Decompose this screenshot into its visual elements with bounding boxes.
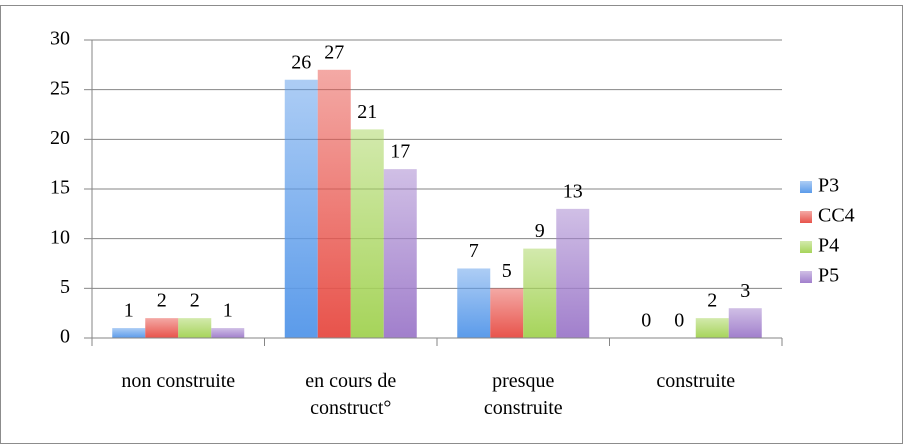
legend-label: P4 xyxy=(818,235,839,257)
bar xyxy=(350,129,384,338)
y-tick-label: 5 xyxy=(60,276,70,298)
data-label: 3 xyxy=(740,280,750,302)
y-tick-label: 10 xyxy=(50,226,70,248)
chart-frame xyxy=(0,5,903,444)
data-label: 5 xyxy=(502,260,512,282)
data-label: 21 xyxy=(357,101,377,123)
data-label: 2 xyxy=(157,290,167,312)
y-tick-label: 25 xyxy=(50,77,70,99)
bar xyxy=(728,308,762,338)
legend-label: CC4 xyxy=(818,205,855,227)
data-label: 27 xyxy=(324,41,344,63)
bar xyxy=(490,288,524,338)
bar xyxy=(112,328,146,338)
bar xyxy=(211,328,245,338)
bar xyxy=(523,248,557,338)
x-tick-label: presque construite xyxy=(483,370,563,419)
x-tick-label: en cours de construct° xyxy=(305,370,397,419)
y-tick-label: 30 xyxy=(50,28,70,50)
data-label: 9 xyxy=(535,220,545,242)
bar xyxy=(145,318,179,338)
data-label: 7 xyxy=(469,240,479,262)
legend-label: P3 xyxy=(818,175,839,197)
x-tick-label: construite xyxy=(656,370,736,392)
data-label: 2 xyxy=(707,290,717,312)
data-label: 13 xyxy=(563,180,583,202)
data-label: 0 xyxy=(674,310,684,332)
bar xyxy=(317,69,351,339)
bar xyxy=(284,79,318,338)
y-tick-label: 0 xyxy=(60,326,70,348)
y-tick-label: 20 xyxy=(50,127,70,149)
data-label: 26 xyxy=(291,51,311,73)
data-label: 1 xyxy=(124,300,134,322)
data-label: 2 xyxy=(190,290,200,312)
legend-swatch xyxy=(800,271,812,283)
x-tick-label: non construite xyxy=(121,370,236,392)
bar xyxy=(178,318,212,338)
bar xyxy=(556,208,590,338)
data-label: 0 xyxy=(641,310,651,332)
legend-swatch xyxy=(800,241,812,253)
bar xyxy=(383,169,417,338)
bar xyxy=(695,318,729,338)
data-label: 17 xyxy=(390,141,410,163)
legend-swatch xyxy=(800,181,812,193)
data-label: 1 xyxy=(223,300,233,322)
bar xyxy=(457,268,491,338)
y-tick-label: 15 xyxy=(50,177,70,199)
legend-label: P5 xyxy=(818,265,839,287)
legend-swatch xyxy=(800,211,812,223)
